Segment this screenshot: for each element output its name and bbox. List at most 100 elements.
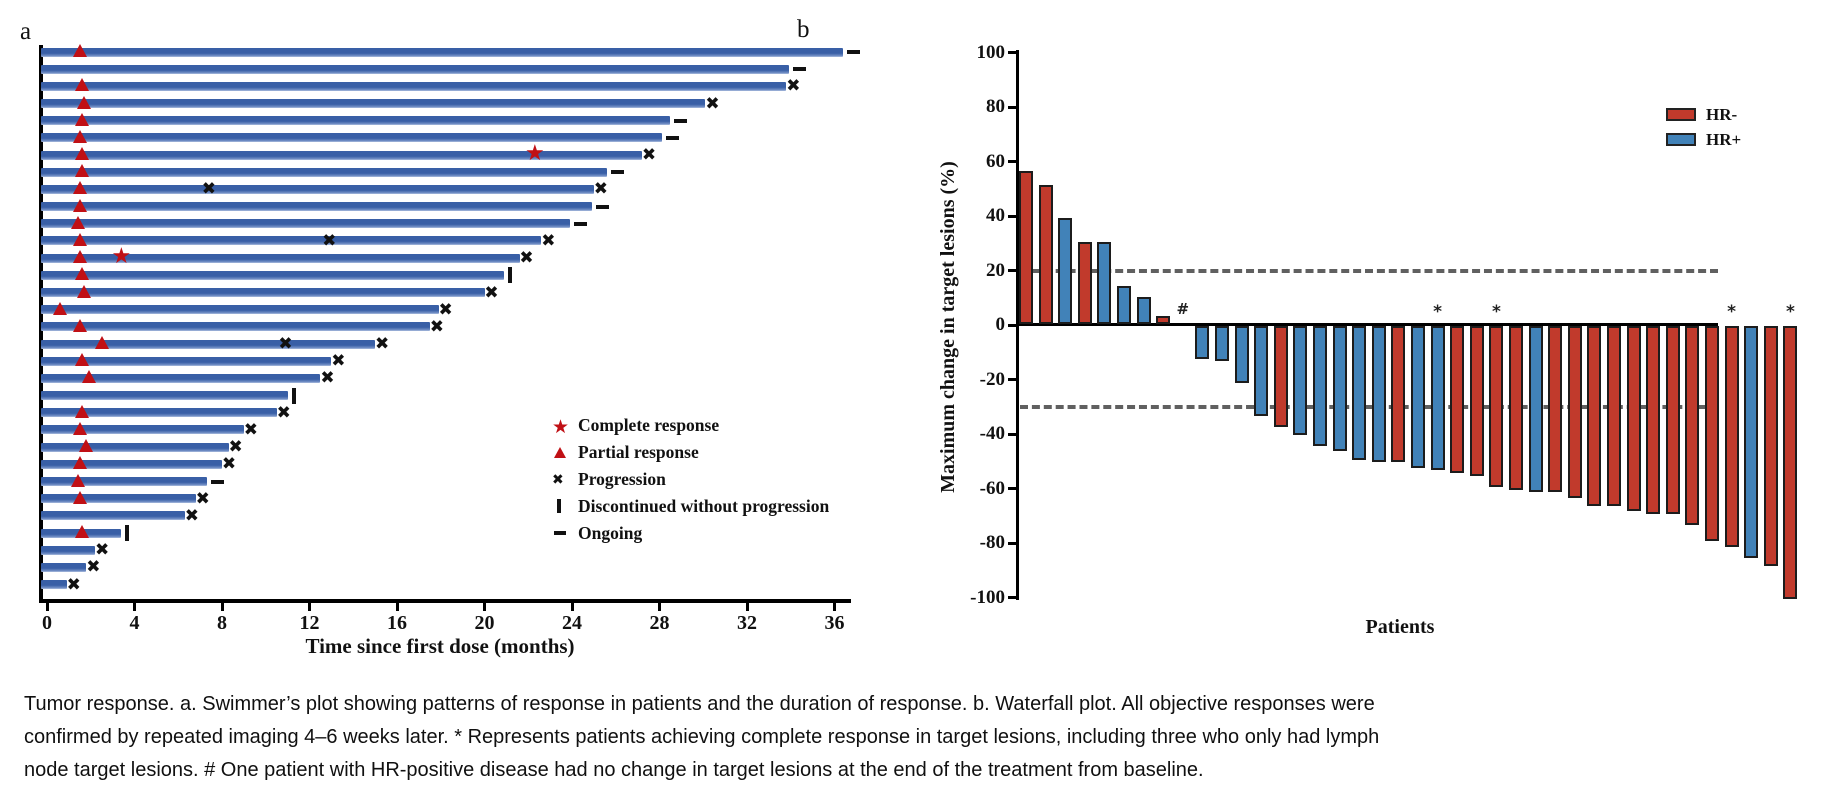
legend-discontinued-glyph [557,499,561,513]
progression-x-icon: ✖ [221,454,237,475]
legend-symbol-dash-icon [552,524,574,544]
partial-response-triangle-icon [77,284,92,298]
waterfall-bar [1156,315,1171,324]
waterfall-bar [1724,326,1739,547]
partial-response-triangle-icon [79,439,94,453]
legend-item-star: ★ Complete response [552,415,852,443]
swimmer-bar [41,133,662,143]
swimmer-bar [41,459,222,469]
partial-response-triangle-icon [53,301,68,315]
panel-a-tick-label: 8 [217,612,227,634]
progression-x-icon: ✖ [641,145,657,166]
swimmer-bar [41,562,87,572]
panel-b-tick-mark [1008,269,1017,272]
panel-b-tick-mark [1008,105,1017,109]
panel-a-tick-label: 0 [42,612,52,634]
panel-a-x-axis-title: Time since first dose (months) [305,634,575,658]
progression-x-icon: ✖ [484,282,499,303]
progression-x-icon: ✖ [320,368,335,389]
waterfall-bar [1332,326,1347,452]
panel-a-tick-label: 20 [474,612,495,634]
progression-x-icon: ✖ [541,230,556,251]
discontinued-bar-icon [508,267,513,284]
partial-response-triangle-icon [72,421,87,435]
partial-response-triangle-icon [75,353,89,367]
waterfall-bar [1646,326,1661,515]
ongoing-dash-icon [847,50,861,54]
panel-b-y-axis-title: Maximum change in target lesions (%) [937,161,959,493]
panel-b-tick-label: 60 [986,150,1005,172]
panel-a-tick-mark [570,601,574,611]
partial-response-triangle-icon [72,232,87,246]
swimmer-bar [41,494,196,504]
legend-item-bar: Discontinued without progression [552,496,852,524]
swimmer-bar [41,373,321,383]
panel-b-tick-mark [1008,51,1017,54]
partial-response-triangle-icon [75,525,89,539]
discontinued-bar-icon [125,525,130,542]
swimmer-bar [41,425,244,435]
partial-response-triangle-icon [72,250,87,264]
waterfall-bar [1293,326,1308,435]
waterfall-bar [1587,326,1602,506]
swimmer-bar [41,442,229,452]
swimmer-bar [41,253,520,263]
complete-response-star-annotation: * [1727,302,1737,322]
panel-b-tick-label: 20 [986,259,1005,281]
panel-b-tick-label: 40 [986,205,1005,226]
progression-x-icon: ✖ [705,93,720,114]
waterfall-bar [1077,242,1092,324]
waterfall-bar [1567,326,1582,498]
swimmer-bar [41,202,592,212]
legend-symbol-x-icon: ✖ [552,472,564,488]
partial-response-triangle-icon [94,336,109,350]
panel-b-tick-mark [1008,487,1017,490]
panel-b-tick-label: 0 [995,314,1006,335]
waterfall-bar [1469,326,1484,476]
legend-triangle-glyph [554,447,566,458]
panel-b-label: b [797,16,810,43]
ongoing-dash-icon [573,221,587,226]
swimmer-bar [41,477,207,486]
swimmer-bar [41,288,485,298]
partial-response-triangle-icon [72,198,87,212]
waterfall-bar [1195,326,1210,359]
waterfall-bar [1450,326,1465,474]
panel-b-tick-mark [1008,432,1017,436]
progression-x-icon: ✖ [429,316,444,337]
swimmer-bar [41,580,67,590]
partial-response-triangle-icon [72,456,87,470]
panel-b-tick-mark [1008,323,1017,327]
panel-b-tick-label: 100 [976,41,1006,63]
panel-a-tick-mark [745,601,749,611]
panel-a-tick-label: 28 [649,612,670,634]
legend-item-triangle: Partial response [552,442,852,470]
swimmer-bar [41,81,787,91]
panel-a-tick-mark [45,601,49,611]
swimmer-bar [41,99,706,109]
partial-response-triangle-icon [72,490,87,504]
partial-response-triangle-icon [77,95,92,109]
partial-response-triangle-icon [75,267,89,281]
waterfall-bar [1234,326,1249,384]
progression-x-icon: ✖ [95,540,110,561]
panel-b-tick-mark [1008,541,1017,545]
legend-ongoing-glyph [554,531,566,535]
caption-line: node target lesions. # One patient with … [24,759,1204,781]
panel-a-tick-mark [308,601,311,611]
complete-response-star-icon: ★ [524,141,545,167]
panel-a-tick-label: 36 [824,612,845,634]
legend-symbol-bar-icon [552,497,574,517]
panel-a-tick-label: 12 [299,612,320,634]
partial-response-triangle-icon [72,318,87,332]
swimmer-bar [41,305,439,315]
swimmer-bar [41,356,332,366]
swimmer-bar [41,270,505,280]
panel-b-tick-mark [1008,214,1017,218]
swimmer-bar [41,150,642,160]
legend-item-label: Discontinued without progression [578,496,830,516]
legend-label-hrneg: HR- [1706,105,1738,124]
waterfall-bar [1136,296,1151,324]
waterfall-bar [1215,326,1229,362]
no-change-hash-annotation: # [1176,300,1190,318]
